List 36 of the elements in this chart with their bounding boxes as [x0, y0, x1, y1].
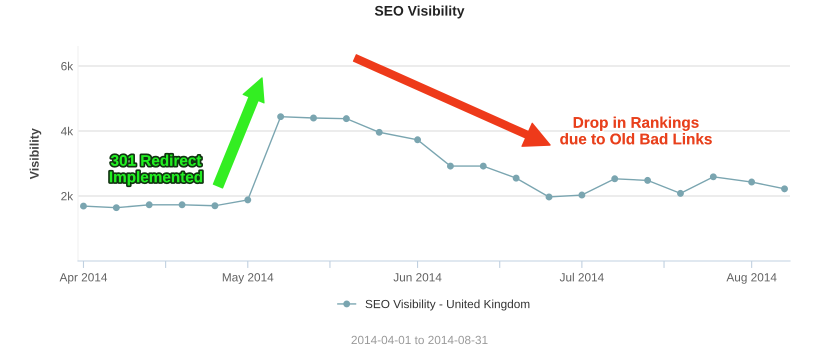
y-axis-title: Visibility — [30, 128, 42, 180]
legend-label: SEO Visibility - United Kingdom — [366, 300, 530, 311]
point — [277, 113, 284, 120]
y-tick-label: 2k — [61, 192, 74, 200]
point — [512, 174, 520, 182]
y-tick-label: 4k — [60, 126, 74, 136]
x-tick-label: Jun 2014 — [393, 273, 442, 282]
annotation: Drop in Rankings due to Old Bad Links — [560, 116, 712, 144]
point — [80, 202, 87, 210]
point — [146, 201, 153, 208]
point — [211, 202, 218, 210]
point — [414, 136, 422, 144]
point — [546, 194, 552, 200]
x-tick-label: Jul 2014 — [560, 272, 604, 282]
point — [310, 114, 317, 122]
x-tick-label: Aug 2014 — [726, 273, 777, 284]
point — [112, 204, 120, 212]
chart-title: SEO Visibility — [374, 6, 464, 18]
text: 2014-04-01 to 2014-08-31 — [352, 336, 488, 344]
x-tick-label: Apr 2014 — [60, 273, 108, 284]
y-tick-label: 6k — [61, 62, 74, 70]
point — [781, 185, 788, 192]
point — [611, 175, 618, 182]
point — [178, 201, 186, 208]
annotation: 301 Redirect Implemented — [110, 154, 202, 186]
x-tick-label: May 2014 — [222, 273, 274, 284]
point — [578, 192, 586, 198]
point — [676, 190, 684, 197]
point — [480, 162, 487, 170]
point — [376, 128, 383, 136]
point — [342, 115, 350, 122]
point — [710, 173, 717, 180]
point — [244, 196, 252, 204]
point — [748, 178, 756, 186]
point — [644, 176, 652, 184]
point — [446, 162, 454, 170]
